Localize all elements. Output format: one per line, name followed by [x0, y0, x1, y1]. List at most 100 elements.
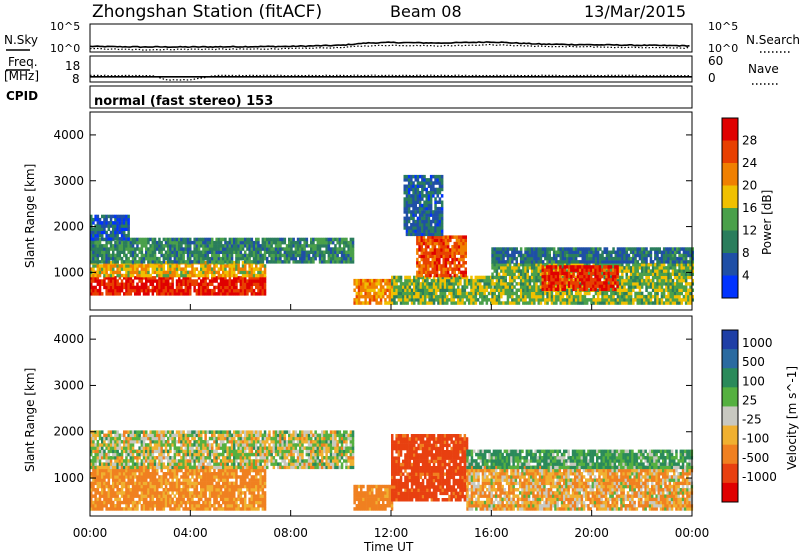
- heatmap-cell: [142, 267, 146, 271]
- heatmap-cell: [462, 261, 465, 265]
- heatmap-cell: [572, 287, 575, 292]
- heatmap-cell: [423, 232, 426, 237]
- heatmap-cell: [460, 241, 463, 246]
- heatmap-cell: [138, 472, 141, 476]
- heatmap-cell: [103, 250, 106, 254]
- heatmap-cell: [607, 262, 611, 267]
- heatmap-cell: [583, 291, 587, 296]
- heatmap-cell: [662, 288, 666, 292]
- heatmap-cell: [268, 244, 271, 248]
- heatmap-cell: [490, 275, 493, 280]
- heatmap-cell: [559, 284, 562, 288]
- heatmap-cell: [101, 237, 104, 241]
- heatmap-cell: [403, 197, 406, 201]
- heatmap-cell: [226, 256, 229, 261]
- heatmap-cell: [546, 260, 549, 264]
- heatmap-cell: [127, 468, 130, 473]
- heatmap-cell: [153, 491, 157, 495]
- heatmap-cell: [94, 500, 97, 505]
- heatmap-cell: [96, 237, 100, 241]
- heatmap-cell: [340, 237, 344, 242]
- heatmap-cell: [125, 260, 128, 264]
- heatmap-cell: [680, 291, 683, 296]
- heatmap-cell: [255, 260, 258, 264]
- heatmap-cell: [160, 292, 163, 296]
- heatmap-cell: [134, 472, 137, 476]
- heatmap-cell: [421, 213, 424, 217]
- nave-series: [90, 74, 690, 81]
- heatmap-cell: [550, 284, 553, 288]
- heatmap-cell: [134, 475, 137, 479]
- heatmap-cell: [511, 291, 514, 296]
- heatmap-cell: [673, 294, 677, 299]
- heatmap-cell: [120, 240, 124, 245]
- heatmap-cell: [142, 260, 146, 264]
- heatmap-cell: [90, 224, 93, 228]
- heatmap-cell: [94, 507, 97, 511]
- heatmap-cell: [327, 240, 331, 245]
- heatmap-cell: [452, 298, 456, 302]
- heatmap-cell: [182, 256, 185, 261]
- heatmap-cell: [112, 279, 115, 283]
- heatmap-cell: [455, 273, 459, 278]
- heatmap-cell: [127, 256, 130, 261]
- heatmap-cell: [169, 250, 172, 254]
- heatmap-cell: [125, 507, 128, 511]
- heatmap-cell: [487, 275, 491, 280]
- heatmap-cell: [206, 292, 210, 296]
- heatmap-cell: [142, 276, 146, 280]
- heatmap-cell: [167, 276, 170, 280]
- heatmap-cell: [109, 253, 113, 258]
- heatmap-cell: [535, 278, 538, 283]
- heatmap-cell: [158, 282, 161, 286]
- heatmap-cell: [222, 279, 225, 283]
- heatmap-cell: [528, 294, 532, 299]
- heatmap-cell: [296, 244, 300, 248]
- heatmap-cell: [246, 244, 249, 248]
- heatmap-cell: [279, 240, 282, 245]
- heatmap-cell: [388, 285, 392, 289]
- heatmap-cell: [449, 251, 452, 255]
- heatmap-cell: [340, 256, 344, 261]
- heatmap-cell: [603, 265, 606, 269]
- heatmap-cell: [616, 260, 620, 264]
- heatmap-cell: [129, 475, 133, 479]
- heatmap-cell: [162, 267, 166, 271]
- heatmap-cell: [533, 256, 536, 261]
- heatmap-cell: [636, 250, 639, 254]
- heatmap-cell: [261, 282, 265, 286]
- heatmap-cell: [140, 481, 144, 486]
- heatmap-cell: [123, 507, 126, 511]
- heatmap-cell: [689, 262, 692, 267]
- heatmap-cell: [684, 291, 688, 296]
- heatmap-cell: [153, 279, 157, 283]
- heatmap-cell: [515, 269, 518, 273]
- heatmap-cell: [120, 494, 124, 498]
- heatmap-cell: [230, 279, 234, 283]
- heatmap-cell: [357, 285, 361, 289]
- heatmap-cell: [643, 256, 646, 261]
- heatmap-cell: [684, 247, 688, 251]
- heatmap-cell: [318, 253, 322, 258]
- heatmap-cell: [634, 247, 637, 251]
- heatmap-cell: [636, 260, 639, 264]
- heatmap-cell: [481, 275, 484, 280]
- heatmap-cell: [244, 250, 247, 254]
- heatmap-cell: [224, 288, 227, 293]
- heatmap-cell: [131, 475, 135, 479]
- heatmap-cell: [408, 291, 412, 296]
- heatmap-cell: [546, 301, 549, 305]
- heatmap-cell: [263, 276, 267, 280]
- heatmap-cell: [638, 247, 642, 251]
- heatmap-cell: [105, 475, 108, 479]
- heatmap-cell: [101, 270, 104, 275]
- heatmap-cell: [241, 279, 245, 283]
- heatmap-cell: [660, 269, 664, 273]
- heatmap-cell: [193, 279, 196, 283]
- heatmap-cell: [129, 488, 133, 492]
- heatmap-cell: [572, 294, 576, 299]
- heatmap-cell: [156, 260, 159, 264]
- heatmap-cell: [601, 298, 604, 302]
- heatmap-cell: [351, 253, 355, 258]
- heatmap-cell: [340, 253, 344, 258]
